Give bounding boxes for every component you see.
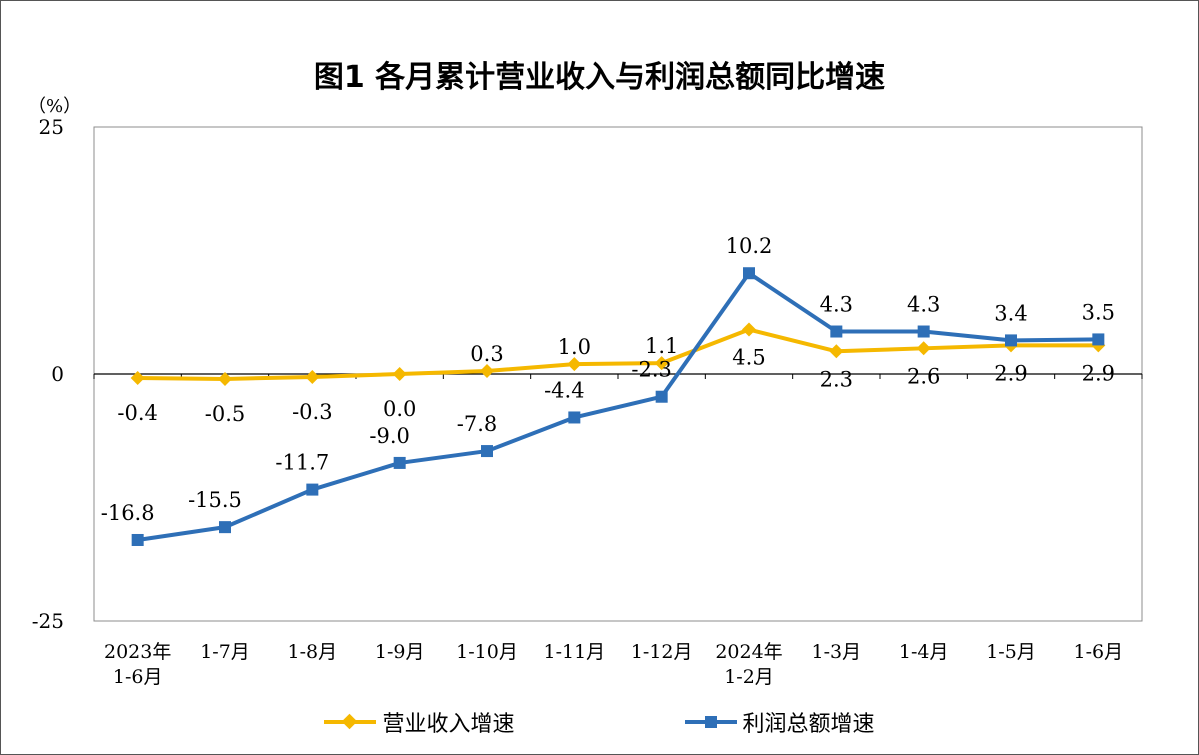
legend-square-marker	[704, 716, 717, 728]
chart-legend: 营业收入增速 利润总额增速	[0, 706, 1199, 738]
revenue-point-marker	[130, 370, 145, 385]
x-tick-label: 1-9月	[375, 641, 425, 663]
x-tick-label: 2023年	[104, 641, 171, 663]
revenue-point-marker	[480, 364, 494, 379]
profit-point-marker	[219, 521, 231, 534]
revenue-data-label: 0.0	[383, 397, 416, 421]
x-tick-label: 2024年	[715, 641, 782, 663]
x-tick-label: 1-2月	[724, 666, 774, 688]
legend-label-profit: 利润总额增速	[742, 712, 875, 737]
revenue-point-marker	[567, 357, 582, 372]
revenue-data-label: 0.3	[470, 342, 503, 366]
revenue-point-marker	[742, 322, 756, 337]
y-tick-label: 25	[39, 115, 64, 139]
revenue-data-label: 2.9	[1082, 361, 1115, 385]
profit-data-label: -16.8	[101, 501, 155, 525]
profit-data-label: -4.4	[544, 378, 585, 402]
profit-data-label: 3.5	[1082, 300, 1115, 324]
revenue-point-marker	[392, 367, 407, 381]
revenue-data-label: 4.5	[732, 346, 765, 370]
revenue-data-label: 1.0	[558, 335, 591, 359]
x-tick-label: 1-8月	[288, 641, 338, 663]
profit-data-label: -15.5	[188, 488, 242, 512]
profit-data-label: -7.8	[457, 412, 498, 436]
profit-data-label: 10.2	[726, 234, 773, 258]
revenue-point-marker	[218, 371, 232, 386]
profit-point-marker	[568, 411, 581, 424]
profit-data-label: 4.3	[820, 293, 853, 317]
revenue-point-marker	[305, 369, 320, 384]
revenue-data-label: -0.5	[205, 402, 246, 426]
profit-point-marker	[393, 456, 406, 469]
legend-item-profit: 利润总额增速	[684, 706, 875, 738]
profit-point-marker	[131, 533, 144, 546]
profit-point-marker	[481, 445, 493, 458]
revenue-data-label: 2.9	[994, 361, 1027, 385]
chart-title: 图1 各月累计营业收入与利润总额同比增速	[313, 60, 886, 95]
revenue-data-label: 2.3	[820, 367, 853, 391]
x-tick-label: 1-10月	[456, 641, 518, 663]
revenue-point-marker	[916, 341, 931, 356]
x-tick-label: 1-6月	[1074, 641, 1124, 663]
profit-point-marker	[655, 390, 668, 403]
revenue-data-label: -0.4	[117, 401, 158, 425]
revenue-data-label: 2.6	[907, 364, 940, 388]
series-line-profit	[137, 271, 1099, 542]
x-tick-label: 1-12月	[631, 641, 693, 663]
profit-point-marker	[830, 325, 843, 338]
profit-point-marker	[306, 483, 319, 496]
x-tick-label: 1-4月	[899, 641, 949, 663]
profit-data-label: 4.3	[907, 293, 940, 317]
x-tick-label: 1-3月	[812, 641, 862, 663]
y-axis-unit-label: （%）	[28, 96, 82, 117]
profit-data-label: -2.3	[631, 358, 672, 382]
profit-data-label: -9.0	[369, 424, 410, 448]
x-tick-label: 1-11月	[543, 641, 605, 663]
revenue-point-marker	[829, 344, 844, 359]
profit-point-marker	[743, 267, 755, 280]
profit-data-label: -11.7	[275, 451, 329, 475]
series-line-revenue	[137, 327, 1099, 381]
legend-swatch-profit	[684, 715, 737, 729]
legend-diamond-marker	[342, 713, 358, 730]
profit-point-marker	[1092, 333, 1105, 346]
profit-point-marker	[917, 325, 930, 338]
y-tick-label: 0	[51, 362, 64, 386]
legend-swatch-revenue	[324, 713, 377, 730]
profit-point-marker	[1005, 334, 1017, 347]
revenue-point-marker	[654, 356, 669, 371]
x-tick-label: 1-5月	[986, 641, 1036, 663]
legend-item-revenue: 营业收入增速	[324, 706, 515, 738]
y-tick-label: -25	[32, 609, 64, 633]
legend-label-revenue: 营业收入增速	[382, 712, 515, 737]
x-tick-label: 1-7月	[200, 641, 250, 663]
revenue-data-label: -0.3	[292, 400, 333, 424]
profit-data-label: 3.4	[994, 301, 1027, 325]
x-tick-label: 1-6月	[113, 666, 163, 688]
revenue-data-label: 1.1	[645, 334, 678, 358]
